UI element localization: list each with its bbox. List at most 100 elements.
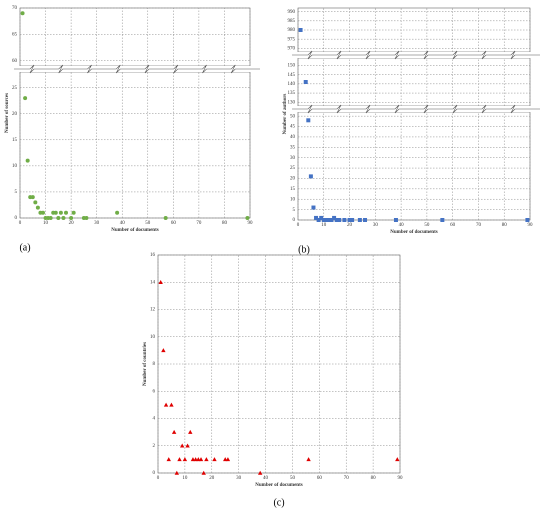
y-tick-label: 50 <box>290 114 296 119</box>
y-tick-label: 130 <box>288 100 296 105</box>
point <box>321 218 326 222</box>
y-tick-label: 65 <box>12 33 18 38</box>
y-tick-label: 5 <box>15 190 18 195</box>
y-tick-label: 20 <box>290 177 296 182</box>
y-axis-title: Number of countries <box>143 342 148 386</box>
point <box>177 457 182 462</box>
y-tick-label: 975 <box>288 37 296 42</box>
point <box>84 216 89 220</box>
point <box>298 28 303 32</box>
point <box>332 215 337 220</box>
y-tick-label: 0 <box>153 471 156 476</box>
x-tick-label: 90 <box>248 221 254 226</box>
point <box>314 215 319 220</box>
y-tick-label: 2 <box>153 444 156 449</box>
point <box>182 457 188 462</box>
x-axis-title: Number of documents <box>390 230 437 235</box>
x-tick-label: 50 <box>290 476 296 481</box>
y-tick-label: 60 <box>12 59 18 64</box>
y-tick-label: 980 <box>288 28 296 33</box>
point <box>257 470 263 475</box>
axis-break <box>292 104 540 114</box>
x-tick-label: 90 <box>528 223 534 228</box>
point <box>53 210 58 215</box>
x-tick-label: 70 <box>196 221 202 226</box>
y-tick-label: 30 <box>290 156 296 161</box>
point <box>64 210 68 215</box>
x-tick-label: 30 <box>373 223 379 228</box>
point <box>363 218 368 222</box>
point <box>158 279 163 285</box>
point <box>395 457 400 462</box>
panel-label: (a) <box>19 242 30 253</box>
point <box>440 218 445 222</box>
point <box>212 457 217 462</box>
point <box>30 195 35 200</box>
point <box>329 218 334 222</box>
y-tick-label: 970 <box>288 46 296 51</box>
y-tick-label: 0 <box>293 218 296 223</box>
plot-frame <box>297 57 531 107</box>
y-tick-label: 145 <box>288 73 296 78</box>
x-tick-label: 40 <box>263 476 269 481</box>
point <box>48 216 53 220</box>
x-tick-label: 40 <box>399 223 405 228</box>
y-tick-label: 25 <box>12 86 18 91</box>
x-tick-label: 50 <box>424 223 430 228</box>
point <box>337 218 342 222</box>
x-axis-title: Number of documents <box>255 483 302 488</box>
y-tick-label: 45 <box>290 125 296 130</box>
y-tick-label: 140 <box>288 82 296 87</box>
x-tick-label: 80 <box>502 223 508 228</box>
x-tick-label: 50 <box>145 221 151 226</box>
point <box>319 215 324 220</box>
panel-label: (c) <box>273 497 284 508</box>
y-tick-label: 15 <box>290 187 296 192</box>
point <box>316 218 321 222</box>
plot-frame <box>19 7 251 67</box>
x-tick-label: 20 <box>209 476 215 481</box>
point <box>347 218 352 222</box>
x-tick-label: 0 <box>19 221 22 226</box>
y-tick-label: 35 <box>290 145 296 150</box>
x-axis-title: Number of documents <box>111 228 158 233</box>
x-tick-label: 80 <box>222 221 228 226</box>
point <box>169 402 174 407</box>
point <box>58 210 63 215</box>
y-tick-label: 6 <box>153 389 156 394</box>
point <box>163 216 168 220</box>
y-tick-label: 135 <box>288 91 296 96</box>
y-tick-label: 15 <box>12 138 18 143</box>
point <box>204 457 209 462</box>
y-tick-label: 10 <box>12 164 18 169</box>
x-tick-label: 70 <box>476 223 482 228</box>
x-tick-label: 60 <box>450 223 456 228</box>
x-tick-label: 60 <box>171 221 177 226</box>
point <box>33 200 38 205</box>
point <box>334 218 339 222</box>
point <box>174 470 180 475</box>
point <box>61 216 66 220</box>
point <box>25 158 30 163</box>
y-tick-label: 0 <box>15 216 18 221</box>
point <box>166 457 171 462</box>
plot-frame <box>19 71 251 219</box>
x-tick-label: 90 <box>398 476 404 481</box>
x-tick-label: 30 <box>236 476 242 481</box>
x-tick-label: 80 <box>371 476 377 481</box>
y-tick-label: 12 <box>150 308 156 313</box>
x-tick-label: 30 <box>94 221 100 226</box>
point <box>393 218 398 222</box>
y-tick-label: 14 <box>150 280 156 285</box>
point <box>350 218 355 222</box>
point <box>69 216 74 220</box>
y-tick-label: 20 <box>12 112 18 117</box>
point <box>303 80 308 84</box>
point <box>525 218 530 222</box>
point <box>161 348 166 353</box>
y-tick-label: 10 <box>290 197 296 202</box>
y-tick-label: 150 <box>288 64 296 69</box>
plot-frame <box>297 7 531 53</box>
axis-break <box>14 64 260 74</box>
